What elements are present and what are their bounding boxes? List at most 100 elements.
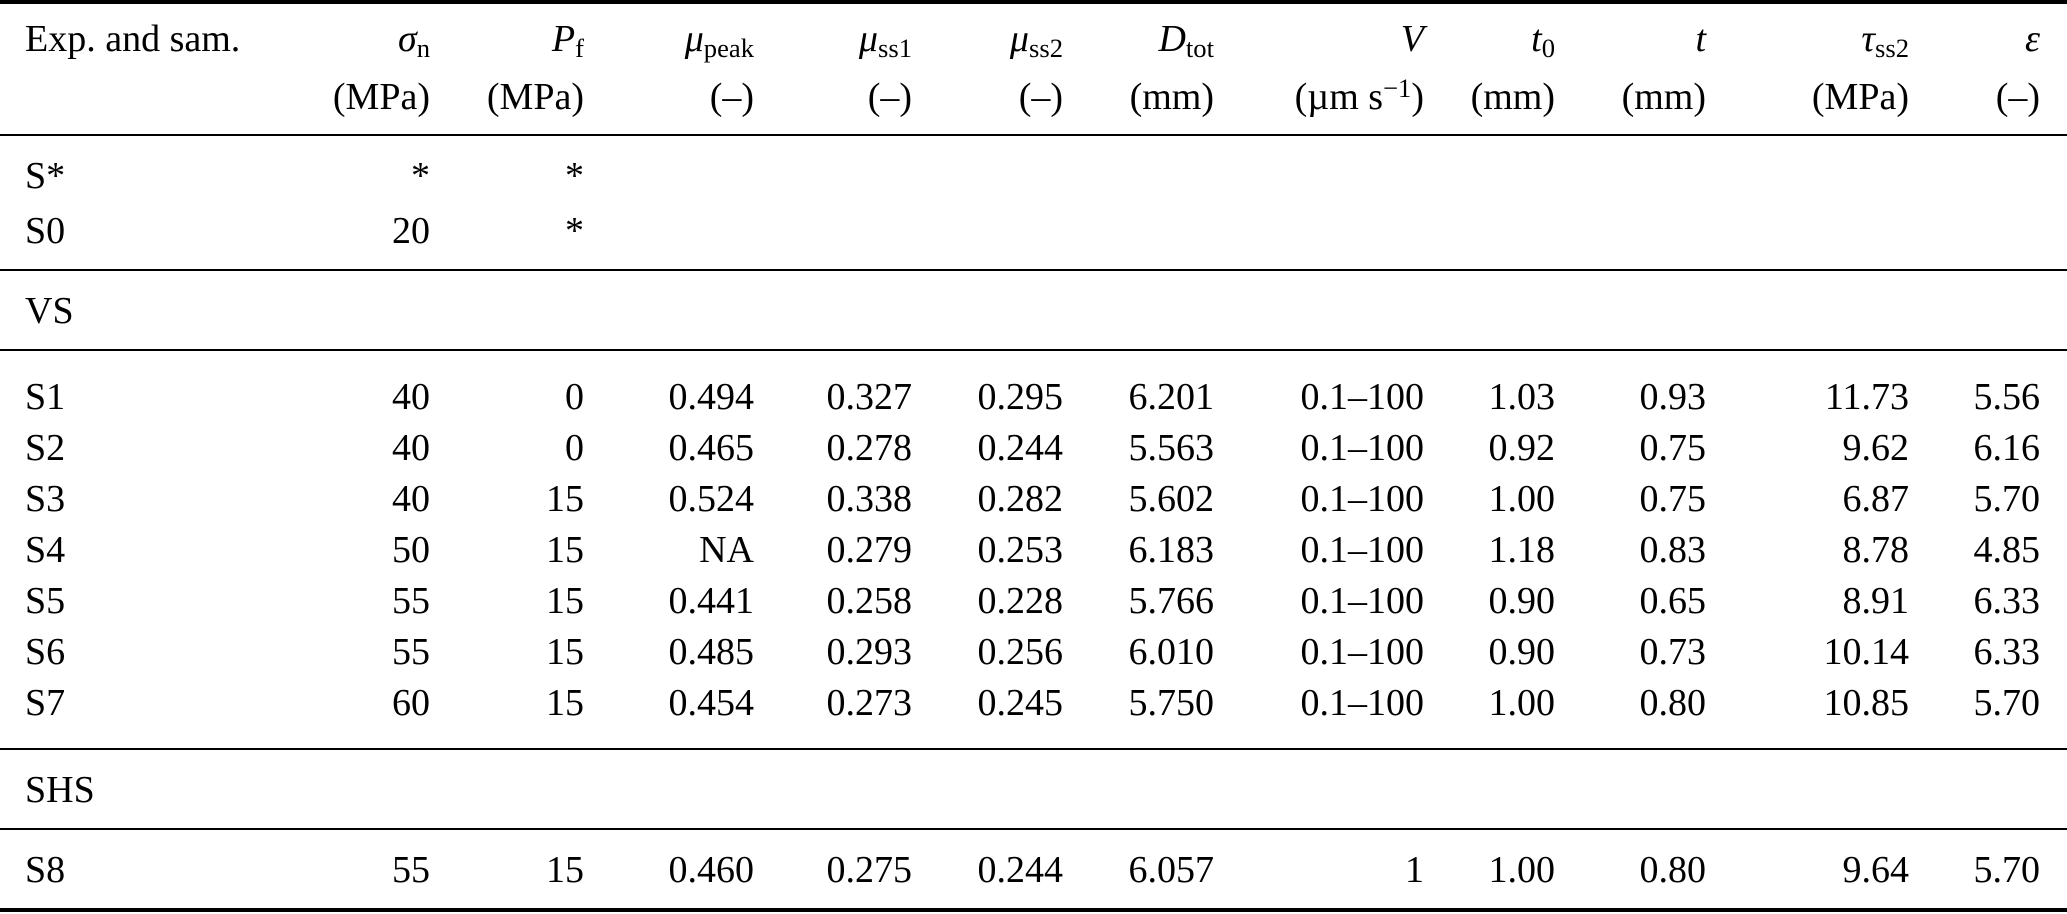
data-cell: 5.766 — [1128, 579, 1215, 622]
symbol-epsilon: ε — [2025, 18, 2040, 60]
data-cell: 0.75 — [1639, 477, 1707, 520]
data-cell: 0.1–100 — [1300, 528, 1425, 571]
data-cell: 0.73 — [1639, 630, 1707, 673]
block-calibration-rows: S* * * S0 20 * — [0, 135, 2067, 270]
unit-label: (–) — [1018, 76, 1063, 118]
data-cell: 9.64 — [1706, 828, 1909, 910]
symbol-sigma: σ — [397, 18, 417, 60]
data-cell — [1909, 135, 2067, 203]
col-header-t: t (mm) — [1555, 2, 1706, 136]
section-row-vs: VS — [0, 269, 2067, 350]
data-cell: 55 — [230, 828, 430, 910]
symbol-subscript: ss1 — [878, 32, 912, 63]
data-cell — [754, 203, 912, 270]
data-cell: 0.90 — [1488, 579, 1556, 622]
symbol-d: D — [1158, 18, 1186, 60]
data-cell: * — [565, 209, 584, 252]
data-cell: 0.293 — [826, 630, 913, 673]
row-label: S2 — [25, 426, 66, 469]
data-cell — [1909, 203, 2067, 270]
data-cell: 6.33 — [1973, 579, 2041, 622]
data-cell: 10.14 — [1823, 630, 1910, 673]
table-row-s3: S3 40 15 0.524 0.338 0.282 5.602 0.1–100… — [0, 473, 2067, 524]
data-cell: 0.80 — [1639, 681, 1707, 724]
data-cell: 0.1–100 — [1300, 681, 1425, 724]
data-cell: 8.78 — [1842, 528, 1910, 571]
table-row-s6: S6 55 15 0.485 0.293 0.256 6.010 0.1–100… — [0, 626, 2067, 677]
data-cell: 50 — [392, 528, 430, 571]
data-cell: 0.278 — [826, 426, 913, 469]
data-cell: * — [565, 154, 584, 197]
col-header-exp-sam: Exp. and sam. — [0, 2, 241, 136]
data-cell: 0.441 — [668, 579, 755, 622]
data-cell: 55 — [392, 630, 430, 673]
row-label: S* — [25, 154, 66, 197]
data-cell: 15 — [546, 681, 584, 724]
data-cell: 0.460 — [584, 828, 754, 910]
data-cell: 0.80 — [1555, 828, 1706, 910]
data-cell: 1.03 — [1424, 349, 1555, 422]
data-cell — [912, 135, 1063, 203]
unit-label: (–) — [867, 76, 912, 118]
data-cell: 40 — [392, 426, 430, 469]
data-cell: 5.750 — [1128, 681, 1215, 724]
unit-label: (–) — [1995, 76, 2040, 118]
data-cell — [1706, 203, 1909, 270]
data-cell: 15 — [546, 477, 584, 520]
table-row-s8: S8 55 15 0.460 0.275 0.244 6.057 1 1.00 … — [0, 828, 2067, 910]
table-row-s0: S0 20 * — [0, 203, 2067, 270]
data-cell: 55 — [392, 579, 430, 622]
data-cell: * — [411, 154, 430, 197]
data-cell: NA — [699, 528, 754, 571]
col-header-mu-peak: μpeak (–) — [584, 2, 754, 136]
col-header-label: Exp. and sam. — [25, 18, 241, 60]
data-cell: 1 — [1214, 828, 1424, 910]
data-cell: 40 — [230, 349, 430, 422]
table-row-s7: S7 60 15 0.454 0.273 0.245 5.750 0.1–100… — [0, 677, 2067, 749]
data-cell: 0.485 — [668, 630, 755, 673]
col-header-d-tot: Dtot (mm) — [1063, 2, 1214, 136]
data-cell — [1555, 203, 1706, 270]
symbol-subscript: ss2 — [1029, 32, 1063, 63]
data-cell: 1.00 — [1488, 477, 1556, 520]
data-cell: 1.00 — [1488, 681, 1556, 724]
row-label: S1 — [0, 349, 230, 422]
data-cell: 0 — [430, 349, 584, 422]
symbol-t: t — [1531, 18, 1542, 60]
data-cell: 0.256 — [977, 630, 1064, 673]
data-cell — [1424, 203, 1555, 270]
data-cell: 5.602 — [1128, 477, 1215, 520]
symbol-tau: τ — [1861, 18, 1875, 60]
col-header-t0: t0 (mm) — [1424, 2, 1555, 136]
table-row-s2: S2 40 0 0.465 0.278 0.244 5.563 0.1–100 … — [0, 422, 2067, 473]
data-cell: 0.273 — [826, 681, 913, 724]
data-cell: 5.70 — [1909, 828, 2067, 910]
data-cell: 0.244 — [912, 828, 1063, 910]
row-label: S5 — [25, 579, 66, 622]
data-cell — [1555, 135, 1706, 203]
header-row: Exp. and sam. σn (MPa) Pf (MPa) μpeak (–… — [0, 2, 2067, 136]
section-title: VS — [0, 269, 2067, 350]
data-cell — [1063, 135, 1214, 203]
symbol-mu: μ — [858, 18, 878, 60]
symbol-v: V — [1400, 18, 1424, 60]
data-cell — [1706, 135, 1909, 203]
data-cell: 0.338 — [826, 477, 913, 520]
row-label: S4 — [25, 528, 66, 571]
symbol-subscript: f — [575, 32, 584, 63]
data-cell: 15 — [546, 579, 584, 622]
data-cell — [1424, 135, 1555, 203]
data-cell: 0.244 — [977, 426, 1064, 469]
data-cell: 0.83 — [1639, 528, 1707, 571]
data-cell: 11.73 — [1706, 349, 1909, 422]
data-cell: 0.1–100 — [1300, 579, 1425, 622]
data-cell: 5.70 — [1973, 477, 2041, 520]
section-title: SHS — [0, 748, 2067, 829]
data-cell: 4.85 — [1973, 528, 2041, 571]
col-header-epsilon: ε (–) — [1909, 2, 2067, 136]
data-cell: 15 — [430, 828, 584, 910]
data-cell: 0.327 — [754, 349, 912, 422]
data-cell — [584, 135, 754, 203]
block-shs-rows: S8 55 15 0.460 0.275 0.244 6.057 1 1.00 … — [0, 828, 2067, 910]
